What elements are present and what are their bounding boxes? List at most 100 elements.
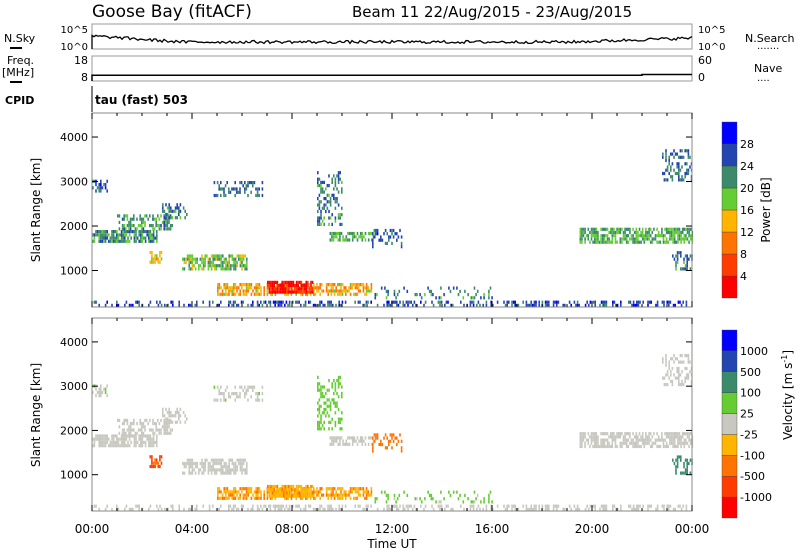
echo-cell [104,434,107,438]
echo-cell [680,251,682,255]
echo-cell [548,507,550,511]
echo-cell [556,507,558,511]
xtick-label: 04:00 [175,522,210,536]
echo-cell [272,504,275,508]
echo-cell [452,490,455,494]
echo-cell [444,507,446,511]
echo-cell [241,286,243,290]
echo-cell [95,183,97,187]
echo-cell [606,438,609,442]
echo-cell [247,398,249,402]
echo-cell [206,254,208,258]
colorbar-tick-label: 1000 [740,345,768,358]
echo-cell [372,245,374,249]
echo-cell [673,149,675,153]
echo-cell [152,440,155,444]
echo-cell [223,257,226,261]
echo-cell [392,504,395,508]
echo-cell [237,286,240,290]
echo-cell [125,504,128,508]
echo-cell [638,438,641,442]
echo-cell [480,500,482,504]
echo-cell [220,458,222,462]
freq-tick-bottom: 8 [81,71,88,84]
echo-cell [257,487,259,491]
echo-cell [179,209,182,213]
echo-cell [359,283,361,287]
freq-unit-label: [MHz] [2,66,34,79]
echo-cell [218,461,221,466]
echo-cell [601,240,604,244]
echo-cell [606,237,609,241]
echo-cell [322,289,325,293]
echo-cell [300,491,303,495]
echo-cell [220,465,222,469]
echo-cell [139,428,141,432]
echo-cell [149,300,152,304]
echo-cell [683,257,685,261]
echo-cell [100,186,102,190]
echo-cell [133,422,135,426]
echo-cell [378,238,380,242]
echo-cell [683,260,685,264]
echo-cell [685,303,688,307]
echo-cell [239,487,241,491]
echo-cell [331,382,333,386]
echo-cell [354,487,357,491]
echo-cell [391,446,393,450]
echo-cell [345,286,347,290]
echo-cell [606,444,609,449]
echo-cell [649,234,652,238]
echo-cell [210,471,213,475]
echo-cell [683,234,686,238]
echo-cell [666,178,669,182]
echo-cell [675,240,678,244]
echo-cell [462,296,465,300]
echo-cell [359,235,362,239]
noise-tick-left-top: 10^5 [61,25,88,36]
echo-cell [661,227,663,231]
echo-cell [423,507,425,511]
echo-cell [629,432,631,436]
echo-cell [584,507,587,511]
echo-cell [260,504,262,508]
echo-cell [593,230,596,235]
echo-cell [600,300,603,304]
echo-cell [337,375,340,379]
echo-cell [333,496,336,500]
echo-cell [156,440,158,444]
echo-cell [464,289,466,293]
echo-cell [216,507,219,511]
velocity-colorbar-label: Velocity [m s-1] [780,350,795,440]
echo-cell [689,227,692,231]
echo-cell [637,438,639,442]
colorbar-swatch [721,392,738,414]
echo-cell [226,487,229,491]
echo-cell [320,504,323,508]
echo-cell [141,224,143,228]
echo-cell [469,300,472,304]
echo-cell [276,284,279,288]
echo-cell [430,289,433,293]
echo-cell [149,455,152,459]
echo-cell [671,175,674,179]
echo-cell [193,461,195,466]
echo-cell [279,494,282,498]
echo-cell [246,264,248,268]
echo-cell [158,422,161,426]
echo-cell [149,437,152,441]
echo-cell [554,300,556,304]
echo-cell [629,504,632,508]
ytick-label: 3000 [60,176,88,189]
echo-cell [228,507,230,511]
echo-cell [659,240,662,244]
echo-cell [233,490,235,494]
echo-cell [665,227,668,231]
echo-cell [605,507,608,511]
echo-cell [408,300,411,304]
echo-cell [303,507,305,511]
echo-cell [256,392,259,396]
echo-cell [600,444,602,449]
echo-cell [228,392,230,396]
echo-cell [281,284,283,288]
